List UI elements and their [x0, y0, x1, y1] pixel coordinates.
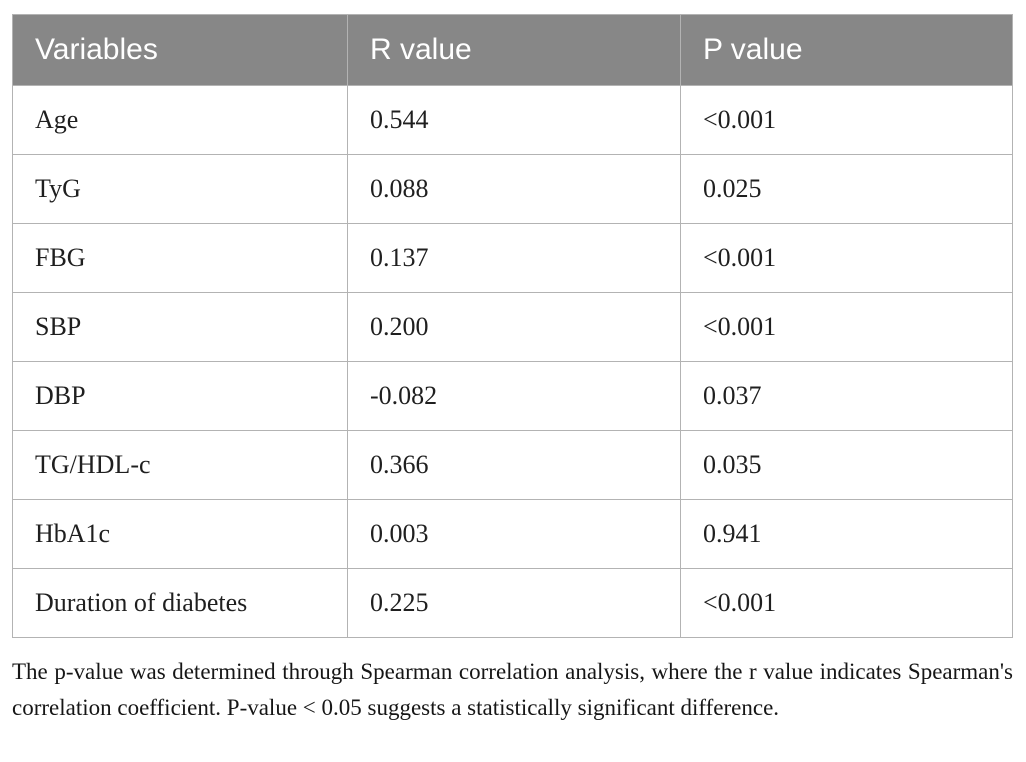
variable-cell: Duration of diabetes	[12, 568, 348, 638]
table-row: DBP -0.082 0.037	[12, 361, 1013, 431]
p-value-cell: 0.035	[680, 430, 1013, 500]
table-row: FBG 0.137 <0.001	[12, 223, 1013, 293]
column-header-r-value: R value	[347, 14, 681, 86]
column-header-variables: Variables	[12, 14, 348, 86]
p-value-cell: 0.941	[680, 499, 1013, 569]
table-footnote: The p-value was determined through Spear…	[12, 659, 1013, 720]
table-row: TG/HDL-c 0.366 0.035	[12, 430, 1013, 500]
variable-cell: HbA1c	[12, 499, 348, 569]
correlation-table: Variables R value P value Age 0.544 <0.0…	[12, 14, 1013, 638]
variable-cell: DBP	[12, 361, 348, 431]
r-value-cell: 0.088	[347, 154, 681, 224]
p-value-cell: 0.037	[680, 361, 1013, 431]
r-value-cell: 0.003	[347, 499, 681, 569]
column-header-p-value: P value	[680, 14, 1013, 86]
p-value-cell: <0.001	[680, 292, 1013, 362]
table-row: TyG 0.088 0.025	[12, 154, 1013, 224]
r-value-cell: 0.544	[347, 85, 681, 155]
table-header-row: Variables R value P value	[12, 14, 1013, 86]
variable-cell: FBG	[12, 223, 348, 293]
table-row: Age 0.544 <0.001	[12, 85, 1013, 155]
r-value-cell: -0.082	[347, 361, 681, 431]
variable-cell: TyG	[12, 154, 348, 224]
r-value-cell: 0.366	[347, 430, 681, 500]
table-row: Duration of diabetes 0.225 <0.001	[12, 568, 1013, 638]
r-value-cell: 0.225	[347, 568, 681, 638]
p-value-cell: <0.001	[680, 223, 1013, 293]
page: Variables R value P value Age 0.544 <0.0…	[12, 14, 1013, 720]
p-value-cell: 0.025	[680, 154, 1013, 224]
p-value-cell: <0.001	[680, 85, 1013, 155]
variable-cell: SBP	[12, 292, 348, 362]
table-row: SBP 0.200 <0.001	[12, 292, 1013, 362]
r-value-cell: 0.200	[347, 292, 681, 362]
p-value-cell: <0.001	[680, 568, 1013, 638]
r-value-cell: 0.137	[347, 223, 681, 293]
variable-cell: Age	[12, 85, 348, 155]
table-row: HbA1c 0.003 0.941	[12, 499, 1013, 569]
variable-cell: TG/HDL-c	[12, 430, 348, 500]
